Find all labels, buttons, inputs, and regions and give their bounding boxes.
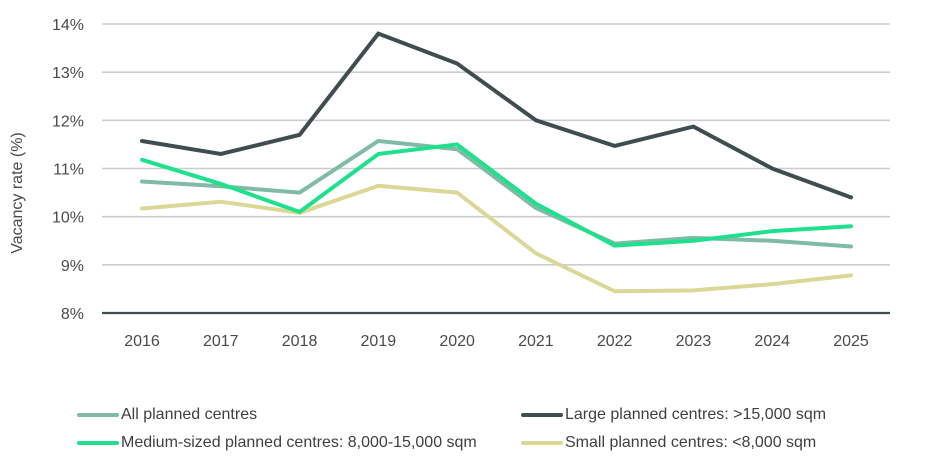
y-tick-label: 12%	[52, 113, 84, 130]
x-tick-label: 2019	[361, 333, 397, 350]
x-tick-label: 2025	[833, 333, 869, 350]
gridlines	[102, 23, 890, 315]
y-tick-label: 13%	[52, 65, 84, 82]
x-tick-label: 2023	[676, 333, 712, 350]
x-tick-label: 2018	[282, 333, 318, 350]
legend-label-small: Small planned centres: <8,000 sqm	[565, 434, 817, 451]
legend-item-small[interactable]: Small planned centres: <8,000 sqm	[521, 434, 816, 452]
x-axis-ticks: 2016 2017 2018 2019 2020 2021 2022 2023 2024 2025	[124, 333, 869, 350]
x-tick-label: 2017	[203, 333, 239, 350]
legend-label-medium: Medium-sized planned centres: 8,000-15,0…	[121, 434, 477, 451]
legend-item-all[interactable]: All planned centres	[77, 406, 257, 424]
series-line-all-planned-centres	[140, 138, 853, 249]
series-lines	[140, 31, 853, 294]
series-line-small-planned-centres	[140, 183, 853, 294]
y-axis-title: Vacancy rate (%)	[9, 132, 26, 254]
y-tick-label: 8%	[61, 306, 84, 323]
x-tick-label: 2024	[754, 333, 790, 350]
series-line-large-planned-centres	[140, 31, 853, 200]
legend-item-medium[interactable]: Medium-sized planned centres: 8,000-15,0…	[77, 434, 477, 452]
legend-swatch-small	[521, 441, 563, 445]
y-tick-label: 9%	[61, 258, 84, 275]
legend-item-large[interactable]: Large planned centres: >15,000 sqm	[521, 406, 826, 424]
legend-swatch-large	[521, 413, 563, 417]
series-line-medium-planned-centres	[140, 142, 853, 248]
x-tick-label: 2016	[124, 333, 160, 350]
y-axis-ticks: 8% 9% 10% 11% 12% 13% 14%	[52, 17, 84, 323]
legend-swatch-all	[77, 413, 119, 417]
x-tick-label: 2021	[518, 333, 554, 350]
legend-label-all: All planned centres	[121, 406, 258, 423]
y-tick-label: 10%	[52, 210, 84, 227]
legend-swatch-medium	[77, 441, 119, 445]
x-tick-label: 2020	[439, 333, 475, 350]
legend-label-large: Large planned centres: >15,000 sqm	[565, 406, 827, 423]
y-tick-label: 14%	[52, 17, 84, 34]
x-tick-label: 2022	[597, 333, 633, 350]
y-tick-label: 11%	[53, 162, 84, 179]
